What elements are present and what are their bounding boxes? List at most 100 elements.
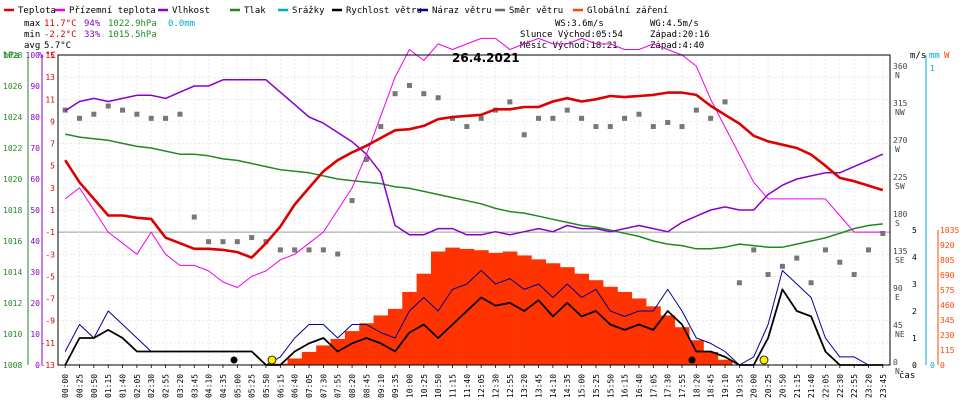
wind-direction-point-36 xyxy=(579,115,585,121)
tick-degc-14: -13 xyxy=(41,361,56,370)
wind-direction-point-29 xyxy=(478,115,484,121)
legend-label-8: Globální záření xyxy=(587,6,668,16)
x-tick-label-8: 03:20 xyxy=(176,374,185,398)
stat-max-press: 1022.9hPa xyxy=(108,19,157,29)
radiation-bar-26 xyxy=(430,251,446,365)
x-tick-label-10: 04:10 xyxy=(205,374,214,398)
x-axis: 00:00 00:25 00:50 01:15 01:40 02:05 02:30 02:55… xyxy=(61,365,888,398)
tick-ms-4: 1 xyxy=(912,334,917,343)
tick-degc-4: 7 xyxy=(50,140,55,149)
tick-degc-6: 3 xyxy=(50,184,55,193)
stat-min-hum: 33% xyxy=(84,30,101,40)
legend-label-4: Srážky xyxy=(292,6,325,16)
radiation-bar-33 xyxy=(531,259,547,365)
stat-min-label: min xyxy=(24,30,40,40)
tick-pct-2: 80 xyxy=(30,113,40,122)
tick-dir-deg-4: 180 xyxy=(893,210,908,219)
wind-direction-point-2 xyxy=(91,111,97,117)
radiation-bar-31 xyxy=(502,251,518,365)
wind-direction-point-21 xyxy=(363,156,369,162)
wind-direction-point-26 xyxy=(435,95,441,101)
wind-direction-point-32 xyxy=(521,132,527,138)
tick-hpa-8: 1012 xyxy=(3,299,22,308)
legend-label-2: Vlhkost xyxy=(172,6,210,16)
x-tick-label-32: 13:20 xyxy=(520,374,529,398)
axis-unit-mm: mm xyxy=(929,51,940,61)
tick-w-9: 0 xyxy=(940,361,945,370)
series-line-0 xyxy=(65,133,883,250)
wind-direction-point-10 xyxy=(206,239,212,245)
wind-direction-point-22 xyxy=(378,124,384,130)
tick-degc-13: -11 xyxy=(41,339,56,348)
tick-hpa-1: 1026 xyxy=(3,82,22,91)
x-tick-label-39: 16:15 xyxy=(621,374,630,398)
wind-direction-point-5 xyxy=(134,111,140,117)
x-tick-label-3: 01:15 xyxy=(104,374,113,398)
x-tick-label-57: 23:45 xyxy=(879,374,888,398)
x-tick-label-51: 21:15 xyxy=(793,374,802,398)
radiation-bar-46 xyxy=(717,359,733,365)
x-tick-label-16: 06:40 xyxy=(291,374,300,398)
legend-label-1: Přízemní teplota xyxy=(69,6,156,16)
tick-dir-deg-6: 90 xyxy=(893,284,903,293)
legend-label-6: Náraz větru xyxy=(432,6,492,16)
wind-direction-point-54 xyxy=(837,259,843,265)
x-tick-label-41: 17:05 xyxy=(649,374,658,398)
tick-dir-deg-2: 270 xyxy=(893,136,908,145)
x-tick-label-37: 15:25 xyxy=(592,374,601,398)
x-tick-label-50: 20:50 xyxy=(778,374,787,398)
chart-title: 26.4.2021 xyxy=(452,51,520,65)
tick-hpa-3: 1022 xyxy=(3,144,22,153)
x-tick-label-5: 02:05 xyxy=(133,374,142,398)
wind-direction-point-6 xyxy=(148,115,154,121)
x-tick-label-25: 10:25 xyxy=(420,374,429,398)
x-tick-label-38: 15:50 xyxy=(606,374,615,398)
radiation-bar-17 xyxy=(301,351,317,365)
radiation-bar-16 xyxy=(287,358,303,365)
wind-direction-point-9 xyxy=(191,214,197,220)
tick-dir-deg-0: 360 xyxy=(893,62,908,71)
right-axes: 360N315NW270W225SW180S135SE90E45NE0Nm/s5… xyxy=(893,51,959,376)
wind-direction-point-47 xyxy=(736,280,742,286)
series-line-2 xyxy=(64,37,883,288)
x-tick-label-18: 07:30 xyxy=(319,374,328,398)
series-line-5 xyxy=(64,91,884,259)
radiation-bar-30 xyxy=(488,252,503,365)
tick-mm-1: 0 xyxy=(930,361,935,370)
x-tick-label-21: 08:45 xyxy=(362,374,371,398)
info-sun: Slunce Východ:05:54 xyxy=(520,30,623,40)
tick-pct-10: 0 xyxy=(35,361,40,370)
sunrise-marker xyxy=(267,355,277,365)
wind-direction-point-31 xyxy=(507,99,513,105)
tick-dir-deg-7: 45 xyxy=(893,321,903,330)
tick-degc-11: -7 xyxy=(45,295,55,304)
tick-degc-10: -5 xyxy=(45,272,55,281)
stat-avg-temp: 5.7°C xyxy=(44,41,71,51)
wind-direction-point-7 xyxy=(163,115,169,121)
moonrise-marker xyxy=(688,356,696,364)
plot-frame xyxy=(57,54,891,366)
wind-direction-point-3 xyxy=(105,103,111,109)
x-tick-label-44: 18:20 xyxy=(692,374,701,398)
wind-direction-point-13 xyxy=(249,235,255,241)
x-tick-label-47: 19:35 xyxy=(735,374,744,398)
radiation-bar-45 xyxy=(703,351,719,365)
tick-degc-1: 13 xyxy=(45,73,55,82)
info-moon: Měsíc Východ:18:21 xyxy=(520,41,618,51)
wind-direction-point-49 xyxy=(765,272,771,278)
wind-direction-point-18 xyxy=(320,247,326,253)
radiation-bar-37 xyxy=(588,280,604,365)
tick-w-1: 920 xyxy=(940,241,955,250)
tick-hpa-5: 1018 xyxy=(3,206,22,215)
stat-max-hum: 94% xyxy=(84,19,101,29)
wind-direction-point-50 xyxy=(779,263,785,269)
x-tick-label-24: 10:00 xyxy=(405,374,414,398)
tick-ms-0: 5 xyxy=(912,226,917,235)
x-tick-label-48: 20:00 xyxy=(750,374,759,398)
wind-direction-point-40 xyxy=(636,111,642,117)
tick-dir-deg-5: 135 xyxy=(893,247,908,256)
x-tick-label-53: 22:05 xyxy=(821,374,830,398)
tick-pct-0: 100 xyxy=(26,51,41,60)
x-tick-label-43: 17:55 xyxy=(678,374,687,398)
tick-degc-8: -1 xyxy=(45,228,55,237)
